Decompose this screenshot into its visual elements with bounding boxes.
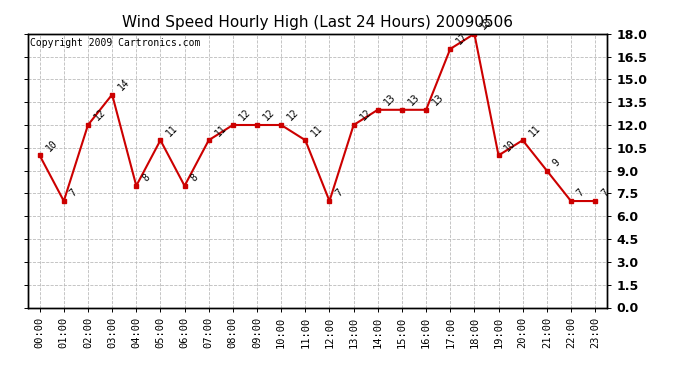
Text: 12: 12 bbox=[237, 108, 253, 123]
Text: 7: 7 bbox=[334, 188, 345, 199]
Text: 13: 13 bbox=[431, 92, 446, 108]
Text: 11: 11 bbox=[527, 123, 542, 138]
Text: 12: 12 bbox=[262, 108, 277, 123]
Text: 13: 13 bbox=[382, 92, 397, 108]
Text: 11: 11 bbox=[310, 123, 325, 138]
Title: Wind Speed Hourly High (Last 24 Hours) 20090506: Wind Speed Hourly High (Last 24 Hours) 2… bbox=[122, 15, 513, 30]
Text: 10: 10 bbox=[503, 138, 518, 153]
Text: 14: 14 bbox=[117, 77, 132, 92]
Text: 10: 10 bbox=[44, 138, 59, 153]
Text: 11: 11 bbox=[213, 123, 228, 138]
Text: 9: 9 bbox=[551, 157, 562, 168]
Text: Copyright 2009 Cartronics.com: Copyright 2009 Cartronics.com bbox=[30, 38, 201, 48]
Text: 8: 8 bbox=[189, 172, 200, 184]
Text: 7: 7 bbox=[68, 188, 79, 199]
Text: 17: 17 bbox=[455, 32, 470, 47]
Text: 7: 7 bbox=[575, 188, 586, 199]
Text: 12: 12 bbox=[92, 108, 108, 123]
Text: 11: 11 bbox=[165, 123, 180, 138]
Text: 7: 7 bbox=[600, 188, 611, 199]
Text: 12: 12 bbox=[358, 108, 373, 123]
Text: 12: 12 bbox=[286, 108, 301, 123]
Text: 13: 13 bbox=[406, 92, 422, 108]
Text: 8: 8 bbox=[141, 172, 152, 184]
Text: 18: 18 bbox=[479, 16, 494, 32]
